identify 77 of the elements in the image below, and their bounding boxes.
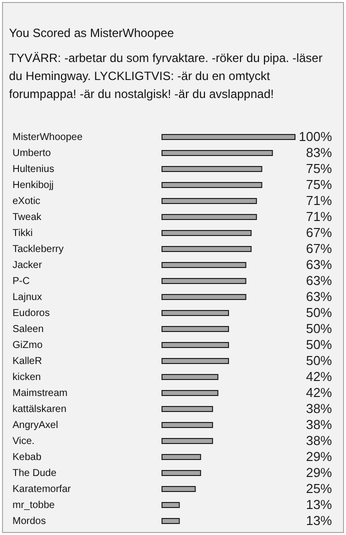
bar bbox=[162, 358, 229, 364]
bar bbox=[162, 198, 257, 204]
data-label: 100% bbox=[298, 129, 332, 144]
bar bbox=[162, 454, 202, 460]
data-label: 67% bbox=[306, 225, 332, 240]
data-label: 50% bbox=[306, 353, 332, 368]
y-tick-label: Eudoros bbox=[12, 308, 50, 319]
bar bbox=[162, 150, 273, 156]
y-tick-label: Vice. bbox=[12, 436, 35, 447]
bar bbox=[162, 342, 229, 348]
y-tick-label: Hultenius bbox=[12, 164, 54, 175]
bar bbox=[162, 326, 229, 332]
data-label: 63% bbox=[306, 289, 332, 304]
y-tick-label: Tweak bbox=[12, 212, 42, 223]
y-tick-label: Henkibojj bbox=[12, 180, 54, 191]
y-tick-label: KalleR bbox=[12, 356, 42, 367]
data-label: 50% bbox=[306, 321, 332, 336]
bar bbox=[162, 134, 296, 140]
y-tick-label: GiZmo bbox=[12, 340, 43, 351]
bar bbox=[162, 214, 257, 220]
y-tick-label: Jacker bbox=[12, 260, 43, 271]
y-tick-label: Karatemorfar bbox=[12, 484, 72, 495]
y-tick-label: Maimstream bbox=[12, 388, 68, 399]
y-tick-label: Kebab bbox=[12, 452, 42, 463]
y-tick-label: eXotic bbox=[12, 196, 40, 207]
bar bbox=[162, 230, 252, 236]
data-label: 13% bbox=[306, 497, 332, 512]
data-label: 50% bbox=[306, 305, 332, 320]
chart-title: You Scored as MisterWhoopee bbox=[9, 26, 174, 40]
bar bbox=[162, 486, 196, 492]
data-label: 75% bbox=[306, 177, 332, 192]
data-label: 75% bbox=[306, 161, 332, 176]
y-tick-label: mr_tobbe bbox=[12, 500, 56, 511]
y-tick-label: kattälskaren bbox=[12, 404, 66, 415]
y-tick-label: Tikki bbox=[12, 228, 33, 239]
y-tick-label: Umberto bbox=[12, 148, 52, 159]
data-label: 38% bbox=[306, 417, 332, 432]
data-label: 42% bbox=[306, 385, 332, 400]
bar bbox=[162, 406, 214, 412]
bar bbox=[162, 518, 180, 524]
y-tick-label: P-C bbox=[12, 276, 30, 287]
y-tick-label: MisterWhoopee bbox=[12, 132, 83, 143]
data-label: 13% bbox=[306, 513, 332, 528]
y-tick-label: Mordos bbox=[12, 516, 46, 527]
data-label: 25% bbox=[306, 481, 332, 496]
data-label: 29% bbox=[306, 465, 332, 480]
data-label: 38% bbox=[306, 401, 332, 416]
data-label: 67% bbox=[306, 241, 332, 256]
y-tick-label: The Dude bbox=[12, 468, 57, 479]
bar bbox=[162, 278, 246, 284]
bar bbox=[162, 294, 246, 300]
bar bbox=[162, 182, 262, 188]
data-label: 38% bbox=[306, 433, 332, 448]
bar bbox=[162, 262, 246, 268]
y-tick-label: Saleen bbox=[12, 324, 44, 335]
bar bbox=[162, 246, 252, 252]
bar bbox=[162, 422, 214, 428]
chart-subtitle: TYVÄRR: -arbetar du som fyrvaktare. -röker du pipa. -läser du Hemingway. LYCKLIGTVIS: -är du en omtyckt forumpappa! -är du nostalgisk! -är du avslappnad! bbox=[9, 50, 324, 103]
data-label: 29% bbox=[306, 449, 332, 464]
data-label: 83% bbox=[306, 145, 332, 160]
data-label: 63% bbox=[306, 273, 332, 288]
y-tick-label: Tackleberry bbox=[12, 244, 64, 255]
bar bbox=[162, 438, 214, 444]
data-label: 63% bbox=[306, 257, 332, 272]
bar bbox=[162, 374, 218, 380]
data-label: 71% bbox=[306, 209, 332, 224]
bar bbox=[162, 310, 229, 316]
y-tick-label: Lajnux bbox=[12, 292, 42, 303]
bar bbox=[162, 390, 218, 396]
bar bbox=[162, 502, 180, 508]
data-label: 50% bbox=[306, 337, 332, 352]
data-label: 71% bbox=[306, 193, 332, 208]
bar bbox=[162, 470, 202, 476]
data-label: 42% bbox=[306, 369, 332, 384]
y-tick-label: AngryAxel bbox=[12, 420, 58, 431]
bar bbox=[162, 166, 262, 172]
y-tick-label: kicken bbox=[12, 372, 41, 383]
